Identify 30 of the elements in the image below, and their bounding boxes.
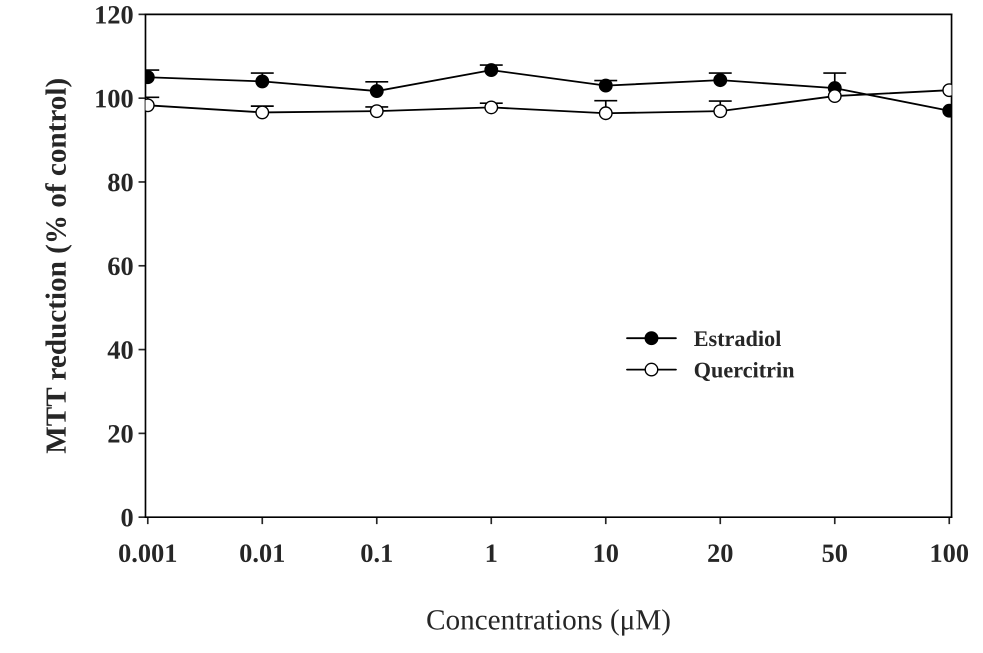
y-axis-title: MTT reduction (% of control) [45, 79, 72, 454]
point [598, 78, 613, 93]
point [255, 74, 270, 88]
x-tick-label: 1 [486, 544, 496, 562]
point [828, 89, 842, 104]
x-axis-title: Concentrations (μM) [427, 609, 670, 636]
x-tick-label: 10 [594, 544, 618, 562]
point [255, 105, 270, 120]
y-tick-label: 60 [108, 257, 133, 276]
point [713, 104, 728, 118]
x-tick-label: 100 [932, 544, 968, 562]
x-tick-label: 50 [822, 544, 847, 562]
y-tick-label: 100 [96, 90, 133, 108]
y-tick-label: 0 [121, 508, 133, 527]
y-tick-label: 40 [108, 341, 133, 359]
point [370, 84, 384, 98]
y-tick-label: 80 [108, 174, 133, 192]
x-tick-label: 20 [708, 544, 732, 562]
x-tick-label: 0.01 [240, 544, 284, 562]
y-tick-label: 120 [96, 6, 133, 24]
point [484, 63, 498, 78]
legend-label: Estradiol [694, 330, 781, 346]
point [370, 104, 384, 118]
point [484, 100, 498, 114]
x-tick-label: 0.1 [361, 544, 392, 562]
x-tick-label: 0.001 [119, 544, 176, 562]
y-tick-label: 20 [108, 424, 133, 443]
legend-label: Quercitrin [694, 362, 794, 381]
point [598, 106, 613, 120]
point [713, 73, 728, 88]
